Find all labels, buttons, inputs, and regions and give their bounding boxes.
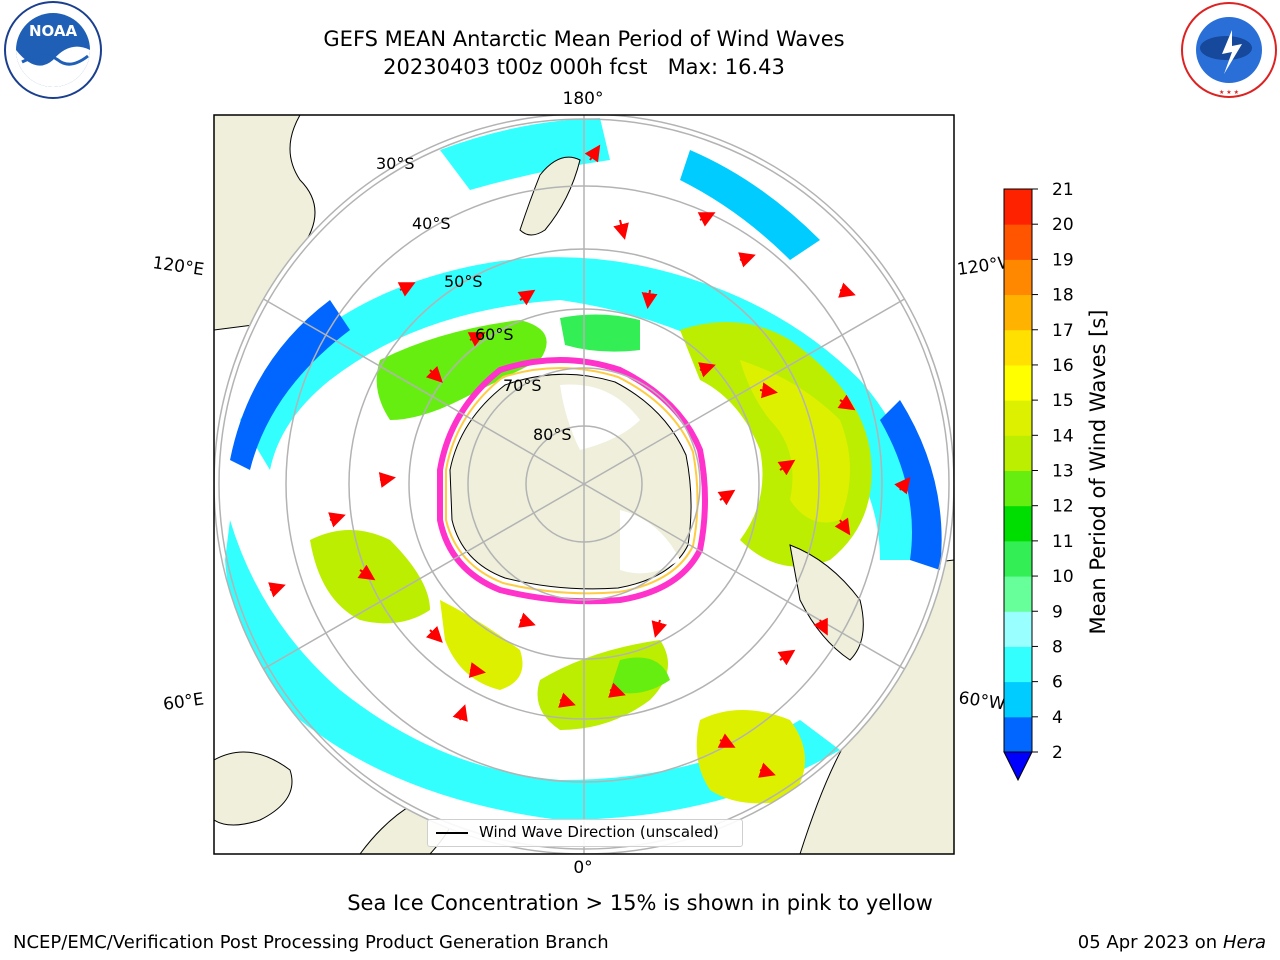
svg-text:★ ★ ★: ★ ★ ★ — [1219, 89, 1239, 96]
lon-label-0: 0° — [573, 858, 592, 878]
colorbar-tick-label: 20 — [1052, 215, 1074, 235]
map-frame — [213, 114, 955, 855]
colorbar-tick-label: 16 — [1052, 356, 1074, 376]
colorbar-tick-label: 19 — [1052, 250, 1074, 270]
colorbar-segment — [1004, 329, 1032, 366]
colorbar-segment — [1004, 470, 1032, 507]
footer-date-line: 05 Apr 2023 on Hera — [1078, 932, 1266, 953]
colorbar-segment — [1004, 435, 1032, 471]
colorbar-segment — [1004, 364, 1032, 401]
colorbar-segment — [1004, 576, 1032, 612]
lat-label-50s: 50°S — [444, 272, 483, 291]
colorbar-segment — [1004, 505, 1032, 542]
colorbar-segment — [1004, 189, 1032, 225]
colorbar-segment — [1004, 716, 1032, 753]
colorbar-segment — [1004, 294, 1032, 331]
lon-label-60w: 60°W — [957, 688, 1006, 714]
colorbar-segment — [1004, 611, 1032, 647]
map-legend: Wind Wave Direction (unscaled) — [427, 819, 743, 847]
legend-line-swatch — [436, 832, 468, 834]
lon-label-180: 180° — [563, 89, 604, 109]
colorbar-segment — [1004, 259, 1032, 296]
legend-label: Wind Wave Direction (unscaled) — [479, 823, 719, 841]
lat-label-60s: 60°S — [475, 325, 514, 344]
colorbar-segment — [1004, 400, 1032, 436]
colorbar-extend-arrow — [1003, 751, 1033, 782]
colorbar-label: Mean Period of Wind Waves [s] — [1086, 310, 1110, 635]
wind-wave-arrows — [268, 144, 911, 778]
colorbar-tick-label: 4 — [1052, 708, 1063, 728]
colorbar-segment — [1004, 646, 1032, 683]
noaa-logo-text: NOAA — [29, 22, 78, 40]
sea-ice-note: Sea Ice Concentration > 15% is shown in … — [347, 891, 933, 915]
colorbar-tick-label: 12 — [1052, 497, 1074, 517]
noaa-logo: NOAA — [4, 1, 102, 99]
footer-branch: NCEP/EMC/Verification Post Processing Pr… — [13, 932, 609, 953]
map-panel: 30°S 40°S 50°S 60°S 70°S 80°S — [214, 115, 954, 854]
footer-machine: Hera — [1222, 932, 1266, 953]
colorbar-segment — [1004, 224, 1032, 260]
colorbar-tick-label: 15 — [1052, 391, 1074, 411]
nws-logo: ★ ★ ★ — [1181, 2, 1277, 98]
colorbar-segment — [1004, 681, 1032, 718]
colorbar-tick-label: 6 — [1052, 673, 1063, 693]
lat-label-30s: 30°S — [376, 154, 415, 173]
colorbar-tick-label: 13 — [1052, 462, 1074, 482]
lat-label-70s: 70°S — [503, 376, 542, 395]
colorbar-tick-label: 10 — [1052, 567, 1074, 587]
colorbar-tick-label: 17 — [1052, 321, 1074, 341]
colorbar-tick-label: 2 — [1052, 743, 1063, 763]
colorbar-tick-label: 18 — [1052, 286, 1074, 306]
colorbar-tick-label: 9 — [1052, 602, 1063, 622]
colorbar-segment — [1004, 540, 1032, 577]
lon-label-120e: 120°E — [151, 253, 205, 280]
chart-title: GEFS MEAN Antarctic Mean Period of Wind … — [323, 27, 845, 51]
lon-label-60e: 60°E — [162, 689, 205, 714]
chart-subtitle: 20230403 t00z 000h fcst Max: 16.43 — [383, 55, 785, 79]
footer-date: 05 Apr 2023 on — [1077, 932, 1223, 953]
lat-label-40s: 40°S — [412, 214, 451, 233]
colorbar-tick-label: 21 — [1052, 180, 1074, 200]
colorbar-tick-label: 8 — [1052, 637, 1063, 657]
colorbar-tick-label: 11 — [1052, 532, 1074, 552]
colorbar-tick-label: 14 — [1052, 426, 1074, 446]
graticule — [218, 115, 950, 854]
colorbar: 2 4 6 8 9 10 11 12 13 14 15 16 17 18 19 20 21 — [1003, 180, 1074, 782]
lat-label-80s: 80°S — [533, 425, 572, 444]
